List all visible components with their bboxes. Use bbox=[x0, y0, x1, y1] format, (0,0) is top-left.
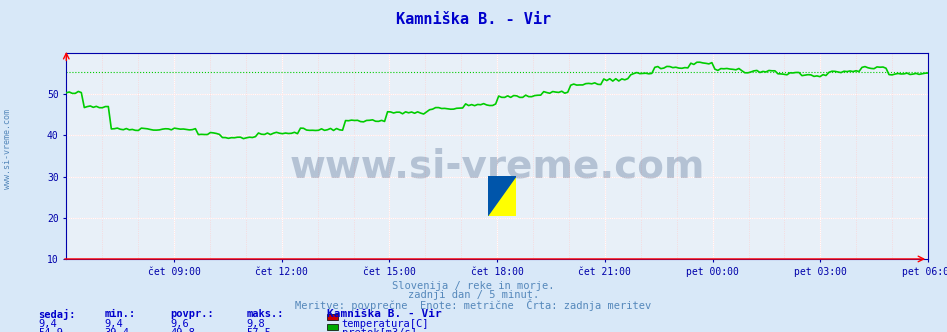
Text: maks.:: maks.: bbox=[246, 309, 284, 319]
Text: 54,9: 54,9 bbox=[38, 328, 63, 332]
Text: 9,4: 9,4 bbox=[38, 319, 57, 329]
Polygon shape bbox=[488, 176, 516, 216]
Text: www.si-vreme.com: www.si-vreme.com bbox=[3, 110, 12, 189]
Text: min.:: min.: bbox=[104, 309, 135, 319]
Text: Kamniška B. - Vir: Kamniška B. - Vir bbox=[327, 309, 441, 319]
Text: 57,5: 57,5 bbox=[246, 328, 271, 332]
Text: Meritve: povprečne  Enote: metrične  Črta: zadnja meritev: Meritve: povprečne Enote: metrične Črta:… bbox=[295, 299, 652, 311]
Text: povpr.:: povpr.: bbox=[170, 309, 214, 319]
Text: 49,8: 49,8 bbox=[170, 328, 195, 332]
Text: 9,8: 9,8 bbox=[246, 319, 265, 329]
Polygon shape bbox=[488, 176, 516, 216]
Text: 9,4: 9,4 bbox=[104, 319, 123, 329]
Text: Kamniška B. - Vir: Kamniška B. - Vir bbox=[396, 12, 551, 27]
Text: www.si-vreme.com: www.si-vreme.com bbox=[290, 147, 705, 185]
Text: 39,4: 39,4 bbox=[104, 328, 129, 332]
Text: 9,6: 9,6 bbox=[170, 319, 189, 329]
Text: Slovenija / reke in morje.: Slovenija / reke in morje. bbox=[392, 281, 555, 290]
Text: zadnji dan / 5 minut.: zadnji dan / 5 minut. bbox=[408, 290, 539, 300]
Text: temperatura[C]: temperatura[C] bbox=[342, 319, 429, 329]
Text: sedaj:: sedaj: bbox=[38, 309, 76, 320]
Text: pretok[m3/s]: pretok[m3/s] bbox=[342, 328, 417, 332]
